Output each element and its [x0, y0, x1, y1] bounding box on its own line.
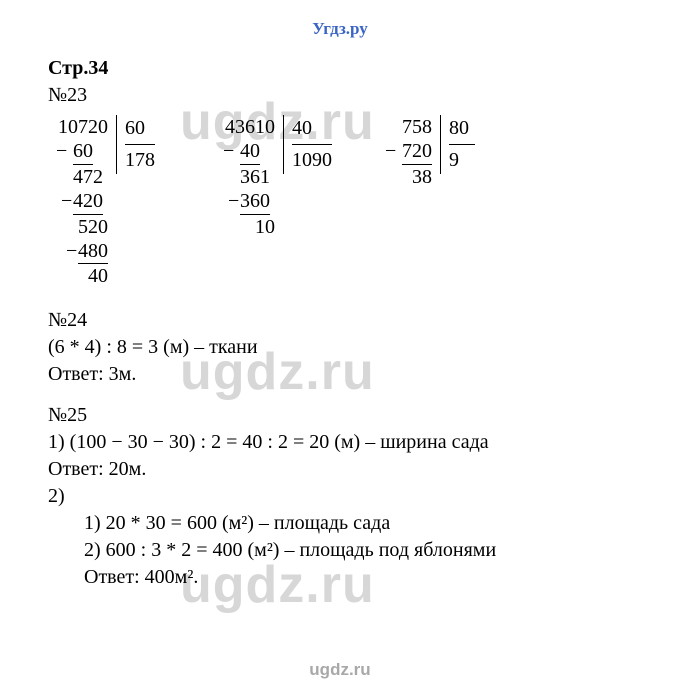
ex25-p1-answer: Ответ: 20м.: [48, 456, 652, 483]
d1-r1: 472: [73, 166, 103, 188]
ex25-p2-l2: 2) 600 : 3 * 2 = 400 (м²) – площадь под …: [48, 537, 652, 564]
site-header: Угдз.ру: [28, 18, 652, 41]
d1-divisor: 60: [125, 115, 155, 145]
exercise-23-label: №23: [48, 82, 652, 109]
d1-dividend: 10720: [58, 116, 108, 138]
d3-s1: 720: [402, 139, 432, 164]
d2-s2: 360: [240, 189, 270, 214]
d3-dividend: 758: [402, 116, 432, 138]
exercise-25-label: №25: [48, 402, 652, 429]
exercise-24-label: №24: [48, 307, 652, 334]
d1-s3: 480: [78, 239, 108, 264]
d3-quotient: 9: [449, 145, 475, 174]
ex25-p1-num: 1): [48, 431, 65, 453]
d1-r2: 520: [78, 216, 108, 238]
ex25-part1: 1) (100 − 30 − 30) : 2 = 40 : 2 = 20 (м)…: [48, 429, 652, 456]
division-1: 10720 60 472 420 520 480 40 60 178: [48, 115, 155, 289]
d3-divisor: 80: [449, 115, 475, 145]
d2-quotient: 1090: [292, 145, 332, 174]
d2-divisor: 40: [292, 115, 332, 145]
d1-r3: 40: [88, 265, 108, 287]
d1-s1: 60: [73, 139, 93, 164]
exercise-24: №24 (6 * 4) : 8 = 3 (м) – ткани Ответ: 3…: [48, 307, 652, 388]
division-3: 758 720 38 80 9: [392, 115, 475, 289]
d1-s2: 420: [73, 189, 103, 214]
exercise-25: №25 1) (100 − 30 − 30) : 2 = 40 : 2 = 20…: [48, 402, 652, 591]
d2-r1: 361: [240, 166, 270, 188]
footer-watermark: ugdz.ru: [0, 660, 680, 680]
d2-s1: 40: [240, 139, 260, 164]
division-2: 43610 40 361 360 10 40 1090: [215, 115, 332, 289]
page-label: Стр.34: [48, 55, 652, 82]
d1-quotient: 178: [125, 145, 155, 174]
page-content: Угдз.ру Стр.34 №23 10720 60 472 420 520 …: [0, 0, 680, 625]
ex25-p2-answer: Ответ: 400м².: [48, 564, 652, 591]
long-division-row: 10720 60 472 420 520 480 40 60 178 43610…: [48, 115, 652, 289]
ex24-answer: Ответ: 3м.: [48, 361, 652, 388]
ex24-line1: (6 * 4) : 8 = 3 (м) – ткани: [48, 334, 652, 361]
ex25-p2-num: 2): [48, 483, 652, 510]
d2-r2: 10: [255, 216, 275, 238]
d2-dividend: 43610: [225, 116, 275, 138]
ex25-p2-l1: 1) 20 * 30 = 600 (м²) – площадь сада: [48, 510, 652, 537]
ex25-p1-line: (100 − 30 − 30) : 2 = 40 : 2 = 20 (м) – …: [70, 431, 489, 453]
d3-r1: 38: [412, 166, 432, 188]
